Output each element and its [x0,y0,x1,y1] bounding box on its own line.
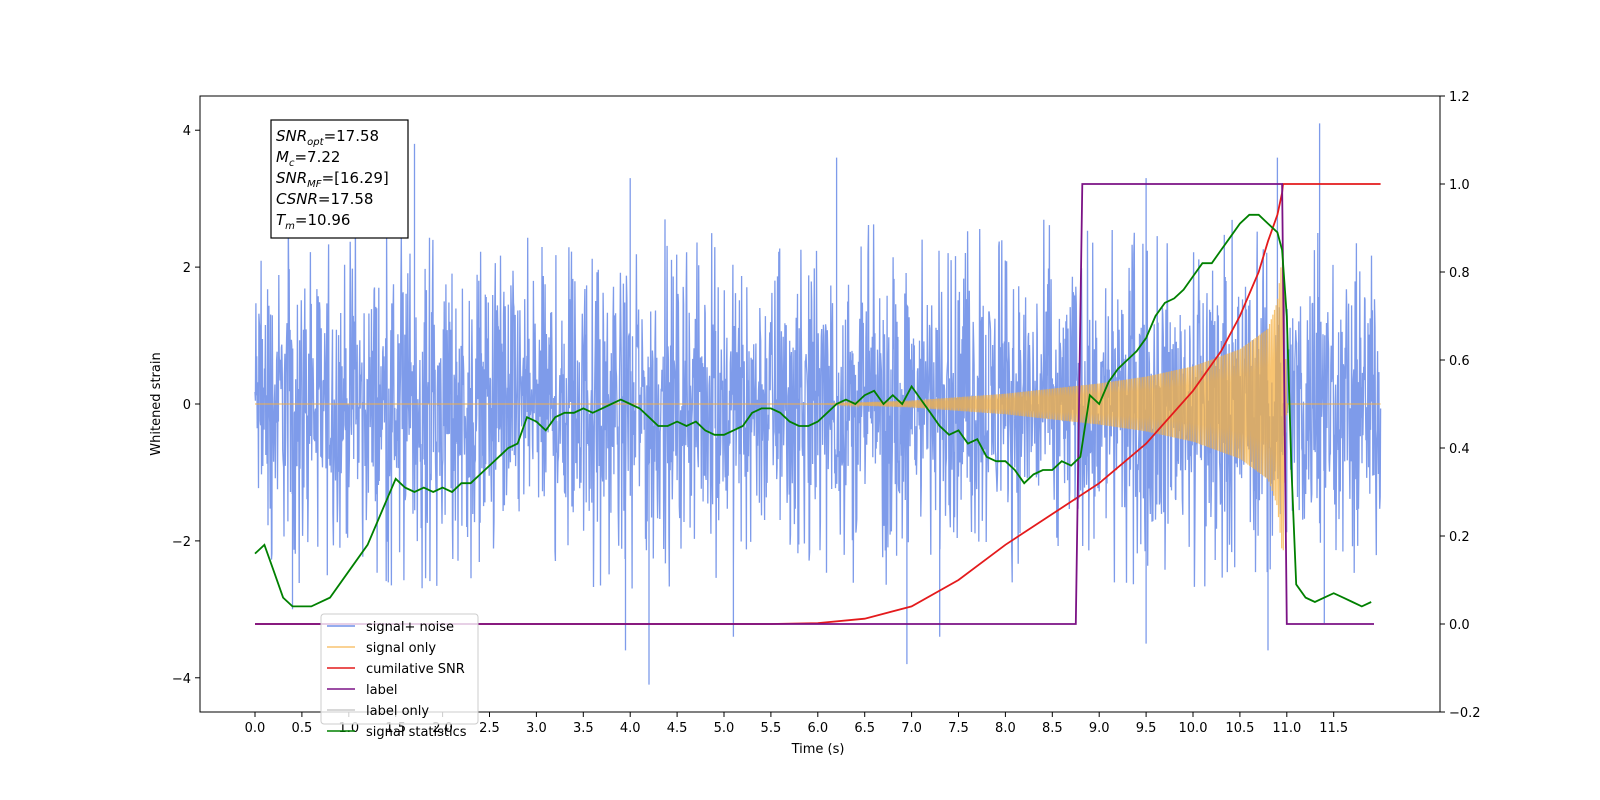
x-tick-label: 2.0 [432,721,453,736]
plot-content [254,123,1382,685]
x-tick-label: 3.5 [573,721,594,736]
series-signal-only [255,251,1381,551]
y-tick-label: 4 [183,124,191,139]
x-tick-label: 7.0 [901,721,922,736]
legend-label: signal statistics [366,725,467,740]
y2-tick-label: 0.2 [1449,530,1470,545]
y2-tick-label: 0.8 [1449,266,1470,281]
x-axis: 0.0 0.5 1.0 1.5 2.0 2.5 3.0 3.5 4.0 4.5 5.0 5.5 6.0 6… [245,712,1348,736]
x-tick-label: 10.0 [1179,721,1208,736]
annotation-box: SNRopt=17.58Mc=7.22SNRMF=[16.29]CSNR=17.… [270,119,409,239]
x-tick-label: 5.0 [714,721,735,736]
x-tick-label: 10.5 [1225,721,1254,736]
x-tick-label: 2.5 [479,721,500,736]
legend-label: cumilative SNR [366,662,465,677]
series-cumulative-snr [255,183,1381,625]
x-tick-label: 9.0 [1089,721,1110,736]
x-axis-label: Time (s) [791,742,845,757]
y2-tick-label: 0.6 [1449,354,1470,369]
x-tick-label: 5.5 [761,721,782,736]
annotation-line: SNRMF=[16.29] [276,169,389,190]
series-signal-statistics [254,213,1372,608]
legend-label: signal only [366,641,436,656]
series-signal-noise [254,123,1382,685]
y2-tick-label: 1.2 [1449,90,1470,105]
annotation-line: SNRopt=17.58 [276,127,379,148]
x-tick-label: 11.5 [1319,721,1348,736]
y-tick-label: −2 [172,535,191,550]
legend-frame [320,613,479,725]
y-axis-label: Whitened strain [149,352,164,455]
x-tick-label: 4.0 [620,721,641,736]
y-tick-label: 2 [183,261,191,276]
x-tick-label: 3.0 [526,721,547,736]
y2-tick-label: 0.4 [1449,442,1470,457]
y-tick-label: 0 [183,398,191,413]
x-tick-label: 6.5 [854,721,875,736]
y2-tick-label: 0.0 [1449,618,1470,633]
annotation-line: Tm=10.96 [276,211,350,232]
legend: signal+ noise signal only cumilative SNR la… [320,613,479,740]
annotation-frame [270,119,409,239]
annotation-line: CSNR=17.58 [276,190,373,208]
y-axis-left: 4 2 0 −2 −4 [172,124,200,687]
x-tick-label: 11.0 [1272,721,1301,736]
x-tick-label: 6.0 [807,721,828,736]
x-tick-label: 8.5 [1042,721,1063,736]
series-label [255,183,1374,625]
annotation-line: Mc=7.22 [276,148,340,169]
x-tick-label: 9.5 [1136,721,1157,736]
y-axis-right: 1.2 1.0 0.8 0.6 0.4 0.2 0.0 −0.2 [1440,90,1481,721]
x-tick-label: 4.5 [667,721,688,736]
x-tick-label: 8.0 [995,721,1016,736]
x-tick-label: 1.0 [338,721,359,736]
x-tick-label: 1.5 [385,721,406,736]
y2-tick-label: 1.0 [1449,178,1470,193]
x-tick-label: 7.5 [948,721,969,736]
x-tick-label: 0.5 [292,721,313,736]
y-tick-label: −4 [172,672,191,687]
x-tick-label: 0.0 [245,721,266,736]
legend-label: signal+ noise [366,620,454,635]
legend-label: label only [366,704,429,719]
y2-tick-label: −0.2 [1449,706,1481,721]
legend-label: label [366,683,397,698]
